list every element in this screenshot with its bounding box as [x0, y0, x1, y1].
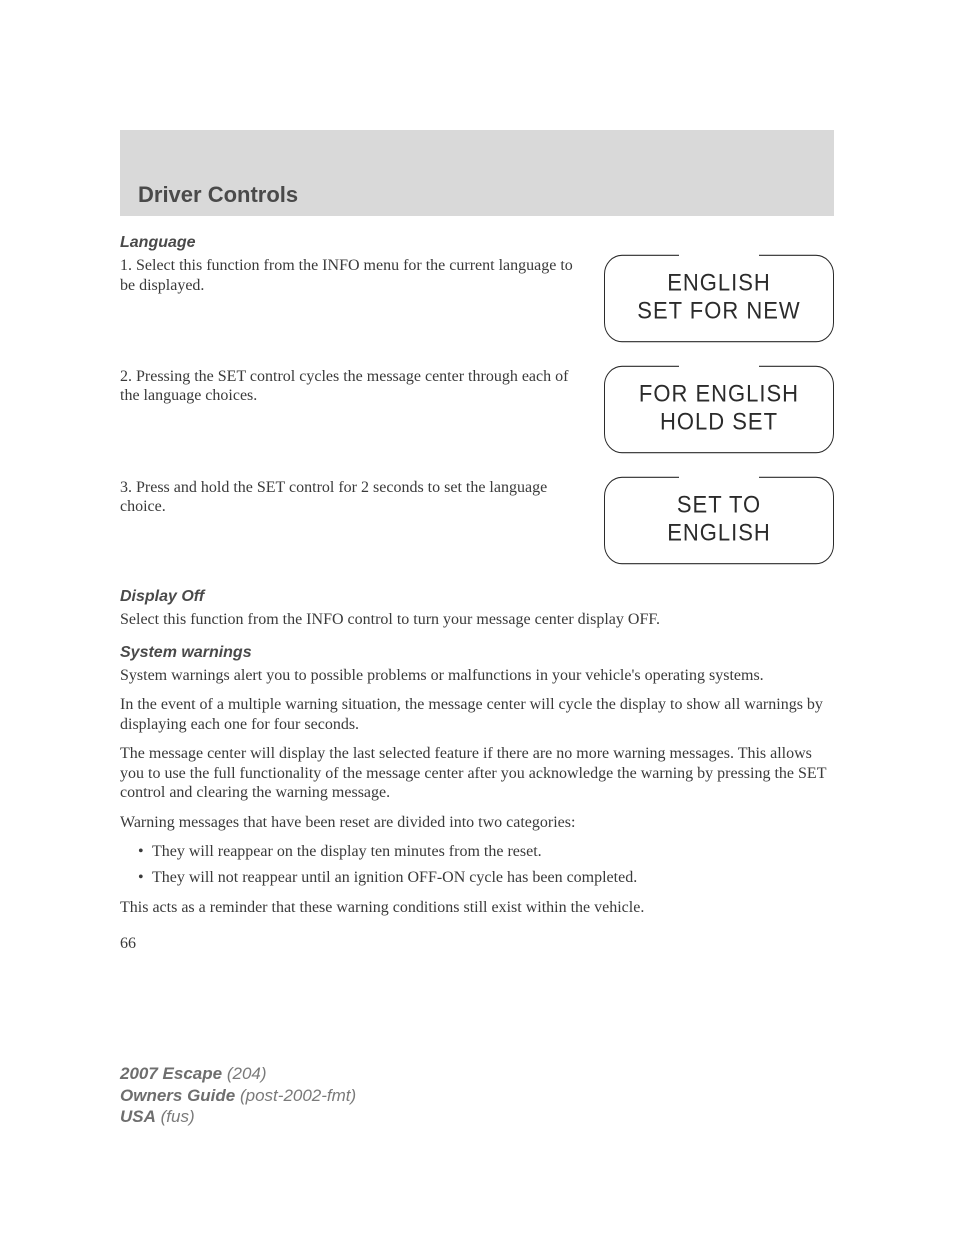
sw-p2: In the event of a multiple warning situa…	[120, 695, 834, 734]
sw-bullet-1: They will reappear on the display ten mi…	[138, 842, 834, 862]
section-title-language: Language	[120, 234, 834, 252]
footer-line-1: 2007 Escape (204)	[120, 1063, 356, 1084]
step-text: 3. Press and hold the SET control for 2 …	[120, 478, 586, 517]
header-band: Driver Controls	[120, 130, 834, 216]
footer-guide: Owners Guide	[120, 1086, 235, 1105]
lcd-line-2: SET FOR NEW	[619, 297, 819, 326]
sw-p5: This acts as a reminder that these warni…	[120, 898, 834, 918]
lcd-line-2: HOLD SET	[619, 408, 819, 437]
lcd-line-1: FOR ENGLISH	[619, 380, 819, 409]
lcd-line-1: SET TO	[619, 490, 819, 519]
footer-model-code: (204)	[227, 1064, 267, 1083]
language-step-1: 1. Select this function from the INFO me…	[120, 256, 834, 339]
step-text: 1. Select this function from the INFO me…	[120, 256, 586, 295]
language-step-3: 3. Press and hold the SET control for 2 …	[120, 478, 834, 561]
footer-region: USA	[120, 1107, 156, 1126]
display-off-body: Select this function from the INFO contr…	[120, 610, 834, 630]
language-step-2: 2. Pressing the SET control cycles the m…	[120, 367, 834, 450]
lcd-display: FOR ENGLISH HOLD SET	[604, 366, 834, 453]
footer-model: 2007 Escape	[120, 1064, 222, 1083]
page-content: Driver Controls Language 1. Select this …	[0, 0, 954, 953]
lcd-display: SET TO ENGLISH	[604, 476, 834, 563]
footer-guide-code: (post-2002-fmt)	[240, 1086, 356, 1105]
sw-bullet-2: They will not reappear until an ignition…	[138, 868, 834, 888]
footer-line-3: USA (fus)	[120, 1106, 356, 1127]
page-title: Driver Controls	[138, 146, 834, 208]
footer-line-2: Owners Guide (post-2002-fmt)	[120, 1085, 356, 1106]
page-number: 66	[120, 935, 834, 953]
lcd-line-1: ENGLISH	[619, 269, 819, 298]
sw-p1: System warnings alert you to possible pr…	[120, 666, 834, 686]
sw-p3: The message center will display the last…	[120, 744, 834, 803]
sw-bullets: They will reappear on the display ten mi…	[120, 842, 834, 887]
lcd-display: ENGLISH SET FOR NEW	[604, 255, 834, 342]
step-text: 2. Pressing the SET control cycles the m…	[120, 367, 586, 406]
lcd-line-2: ENGLISH	[619, 519, 819, 548]
section-title-display-off: Display Off	[120, 588, 834, 606]
section-title-system-warnings: System warnings	[120, 644, 834, 662]
footer: 2007 Escape (204) Owners Guide (post-200…	[120, 1063, 356, 1127]
footer-region-code: (fus)	[161, 1107, 195, 1126]
sw-p4: Warning messages that have been reset ar…	[120, 813, 834, 833]
